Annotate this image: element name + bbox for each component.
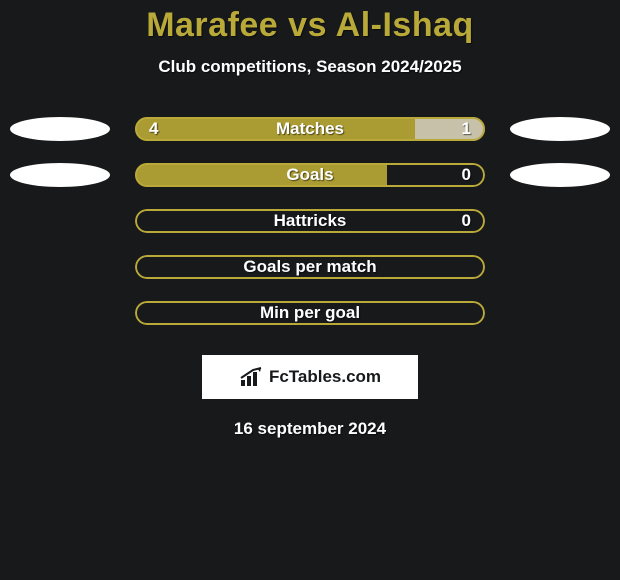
- stat-bar: Min per goal: [135, 301, 485, 325]
- stat-value-right: 0: [462, 163, 471, 187]
- team-pill-right: [510, 117, 610, 141]
- stat-rows: Matches41Goals0Hattricks0Goals per match…: [0, 117, 620, 325]
- stat-bar: Matches4 1: [135, 117, 485, 141]
- stat-row: Matches4 1: [0, 117, 620, 141]
- stat-bar: Goals0: [135, 163, 485, 187]
- stat-bar: Hattricks0: [135, 209, 485, 233]
- stat-label: Goals: [135, 163, 485, 187]
- brand-badge[interactable]: FcTables.com: [202, 355, 418, 399]
- comparison-canvas: Marafee vs Al-Ishaq Club competitions, S…: [0, 0, 620, 580]
- brand-text: FcTables.com: [269, 367, 381, 387]
- stat-label: Goals per match: [135, 255, 485, 279]
- page-subtitle: Club competitions, Season 2024/2025: [0, 57, 620, 77]
- stat-label: Hattricks: [135, 209, 485, 233]
- stat-value-left: 4: [149, 117, 158, 141]
- team-pill-left: [10, 163, 110, 187]
- stat-value-right: 1: [462, 117, 471, 141]
- stat-bar: Goals per match: [135, 255, 485, 279]
- team-pill-left: [10, 117, 110, 141]
- stat-label: Min per goal: [135, 301, 485, 325]
- stat-row: Goals0: [0, 163, 620, 187]
- bar-chart-icon: [239, 366, 263, 388]
- stat-row: Goals per match: [0, 255, 620, 279]
- stat-row: Min per goal: [0, 301, 620, 325]
- stat-value-right: 0: [462, 209, 471, 233]
- page-title: Marafee vs Al-Ishaq: [0, 0, 620, 45]
- date-text: 16 september 2024: [0, 419, 620, 439]
- team-pill-right: [510, 163, 610, 187]
- stat-row: Hattricks0: [0, 209, 620, 233]
- stat-label: Matches: [135, 117, 485, 141]
